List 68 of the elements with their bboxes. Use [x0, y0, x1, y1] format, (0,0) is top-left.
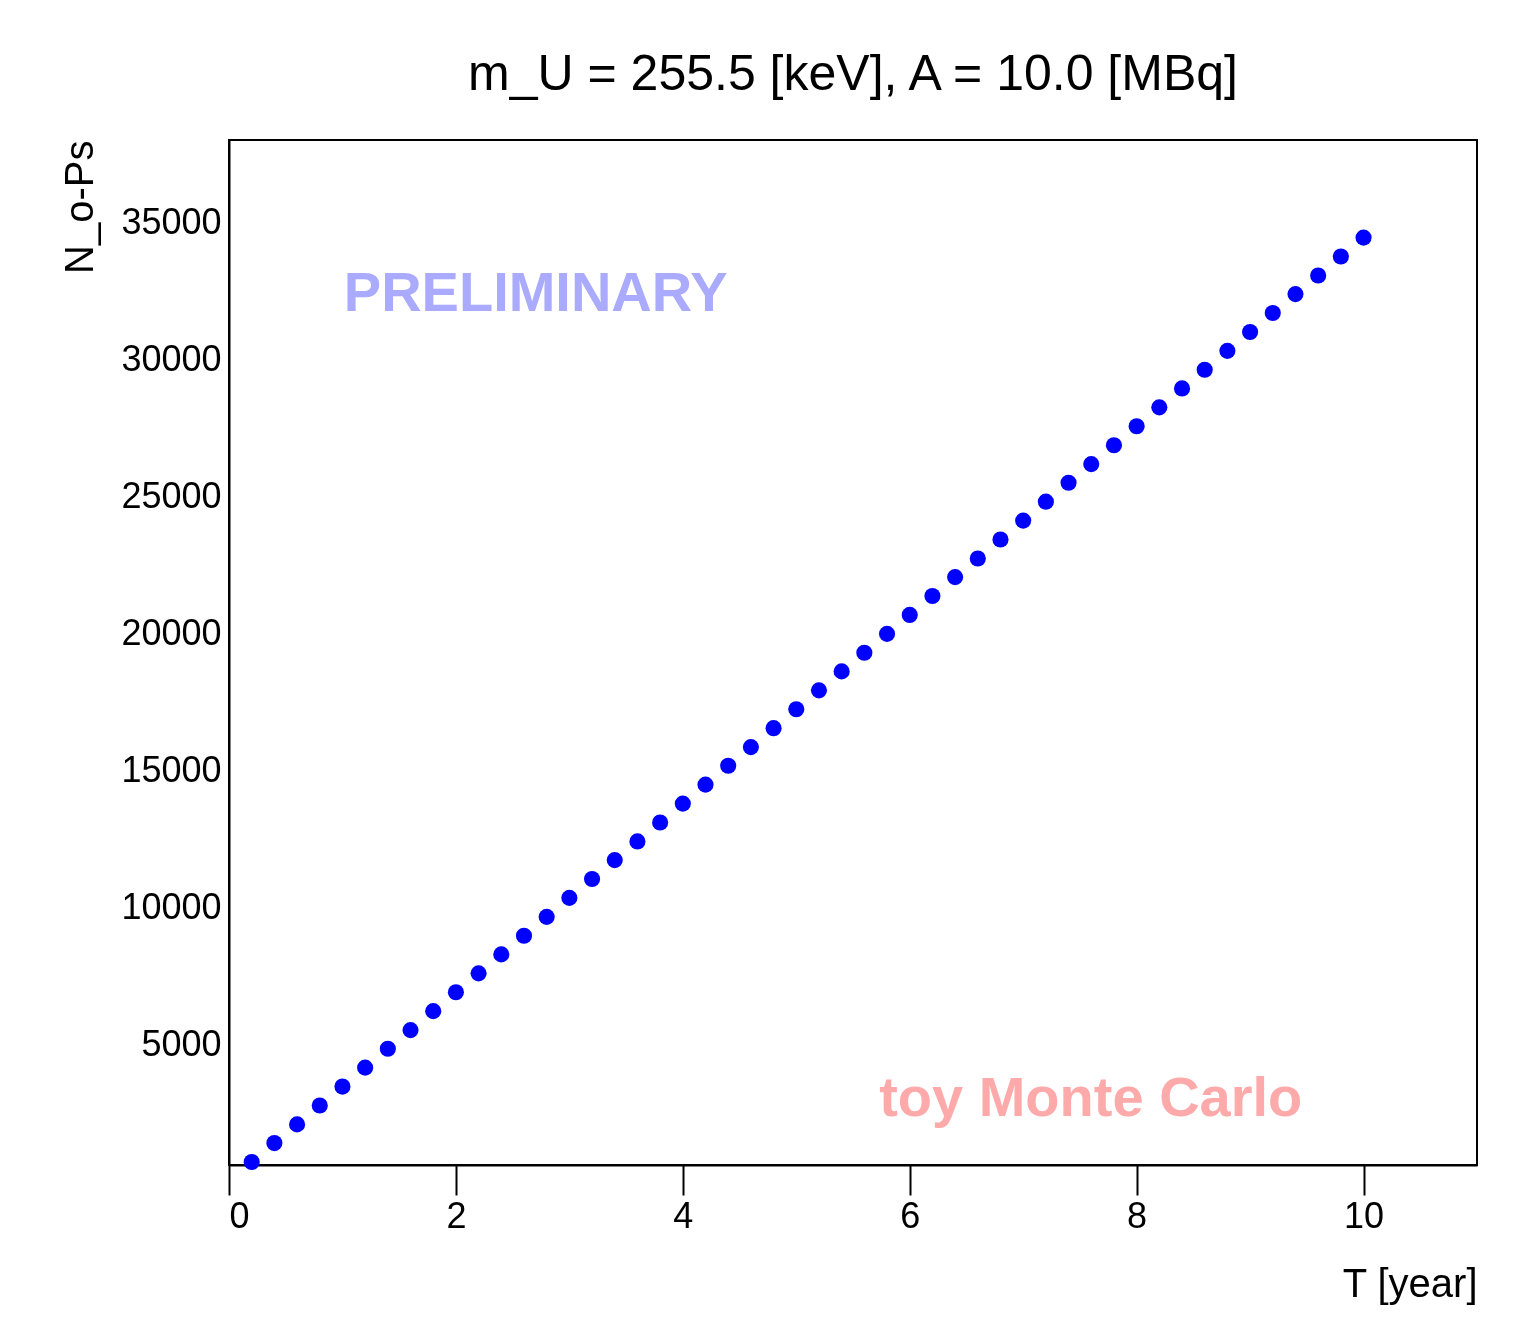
point — [311, 1097, 328, 1114]
point — [583, 870, 601, 888]
point — [289, 1116, 306, 1133]
point — [1242, 323, 1259, 340]
point — [1015, 512, 1032, 529]
point — [243, 1153, 260, 1171]
point — [833, 663, 850, 680]
point — [447, 984, 464, 1001]
point — [810, 682, 828, 699]
point — [425, 1003, 442, 1020]
point — [629, 833, 646, 850]
point — [1332, 248, 1349, 265]
chart-title: m_U = 255.5 [keV], A = 10.0 [MBq] — [468, 45, 1238, 101]
y-tick-label: 5000 — [141, 1023, 222, 1065]
x-tick-label: 2 — [446, 1194, 467, 1236]
point — [1355, 229, 1372, 246]
point — [1310, 267, 1327, 284]
point — [1196, 361, 1213, 378]
point — [1173, 380, 1191, 397]
y-tick-label: 15000 — [121, 749, 222, 791]
point — [538, 908, 555, 925]
point — [878, 625, 896, 642]
x-tick-label: 10 — [1344, 1194, 1385, 1236]
point — [969, 550, 986, 567]
y-tick-label: 30000 — [121, 337, 222, 379]
y-tick-label: 35000 — [121, 200, 222, 242]
y-tick-label: 25000 — [121, 474, 222, 516]
point — [606, 852, 623, 869]
point — [379, 1040, 396, 1057]
x-tick-label: 4 — [673, 1194, 694, 1236]
point — [765, 720, 782, 737]
y-axis-title: N_o-Ps — [57, 140, 102, 274]
point — [561, 889, 578, 906]
point — [720, 757, 737, 774]
point — [742, 739, 759, 756]
point — [1037, 493, 1054, 510]
point — [947, 569, 964, 586]
point — [697, 776, 714, 793]
point — [674, 795, 691, 812]
point — [402, 1022, 419, 1039]
point — [924, 587, 941, 605]
point — [493, 946, 510, 963]
annotation: PRELIMINARY — [343, 259, 728, 323]
point — [1264, 304, 1281, 322]
x-axis-title: T [year] — [1342, 1260, 1478, 1305]
point — [652, 814, 669, 831]
point — [992, 531, 1009, 548]
point — [266, 1135, 283, 1152]
point — [357, 1059, 374, 1076]
point — [788, 701, 805, 718]
point — [470, 965, 487, 982]
point — [1105, 437, 1123, 454]
x-tick-label: 0 — [229, 1194, 250, 1236]
y-tick-label: 10000 — [121, 886, 222, 928]
annotation: toy Monte Carlo — [879, 1065, 1303, 1129]
x-tick-label: 8 — [1127, 1194, 1148, 1236]
x-tick-label: 6 — [900, 1194, 921, 1236]
point — [1060, 474, 1077, 491]
point — [515, 927, 533, 944]
point — [856, 644, 873, 661]
point — [1219, 342, 1236, 359]
y-tick-label: 20000 — [121, 612, 222, 654]
point — [901, 606, 918, 623]
point — [1151, 399, 1168, 416]
point — [1128, 418, 1145, 435]
point — [1083, 456, 1100, 473]
point — [334, 1078, 351, 1095]
point — [1287, 286, 1304, 303]
